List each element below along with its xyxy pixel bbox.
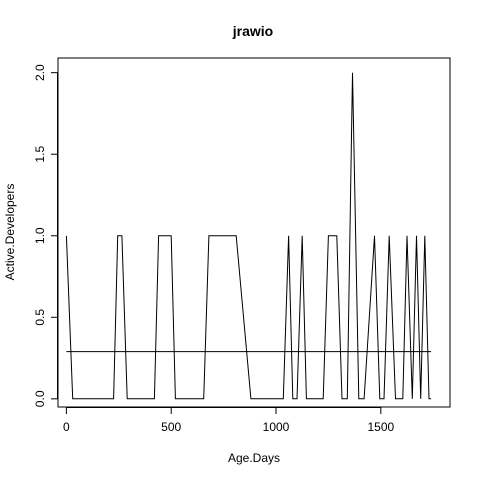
- series-line-1: [65, 72, 432, 400]
- y-tick-label: 1.5: [33, 146, 47, 163]
- y-tick-label: 2.0: [33, 64, 47, 81]
- y-tick-label: 0.0: [33, 390, 47, 407]
- x-tick-label: 0: [63, 420, 70, 434]
- series-layer: [65, 72, 432, 400]
- x-tick-label: 1000: [263, 420, 290, 434]
- y-tick-label: 0.5: [33, 309, 47, 326]
- y-axis-label: Active.Developers: [3, 184, 17, 281]
- chart-title: jrawio: [232, 23, 273, 39]
- y-tick-label: 1.0: [33, 227, 47, 244]
- x-axis: 0 500 1000 1500: [63, 407, 394, 434]
- y-axis: 0.0 0.5 1.0 1.5 2.0: [33, 64, 58, 407]
- x-tick-label: 1500: [367, 420, 394, 434]
- x-tick-label: 500: [161, 420, 181, 434]
- x-axis-label: Age.Days: [228, 451, 280, 465]
- plot-area-frame: [57, 57, 451, 408]
